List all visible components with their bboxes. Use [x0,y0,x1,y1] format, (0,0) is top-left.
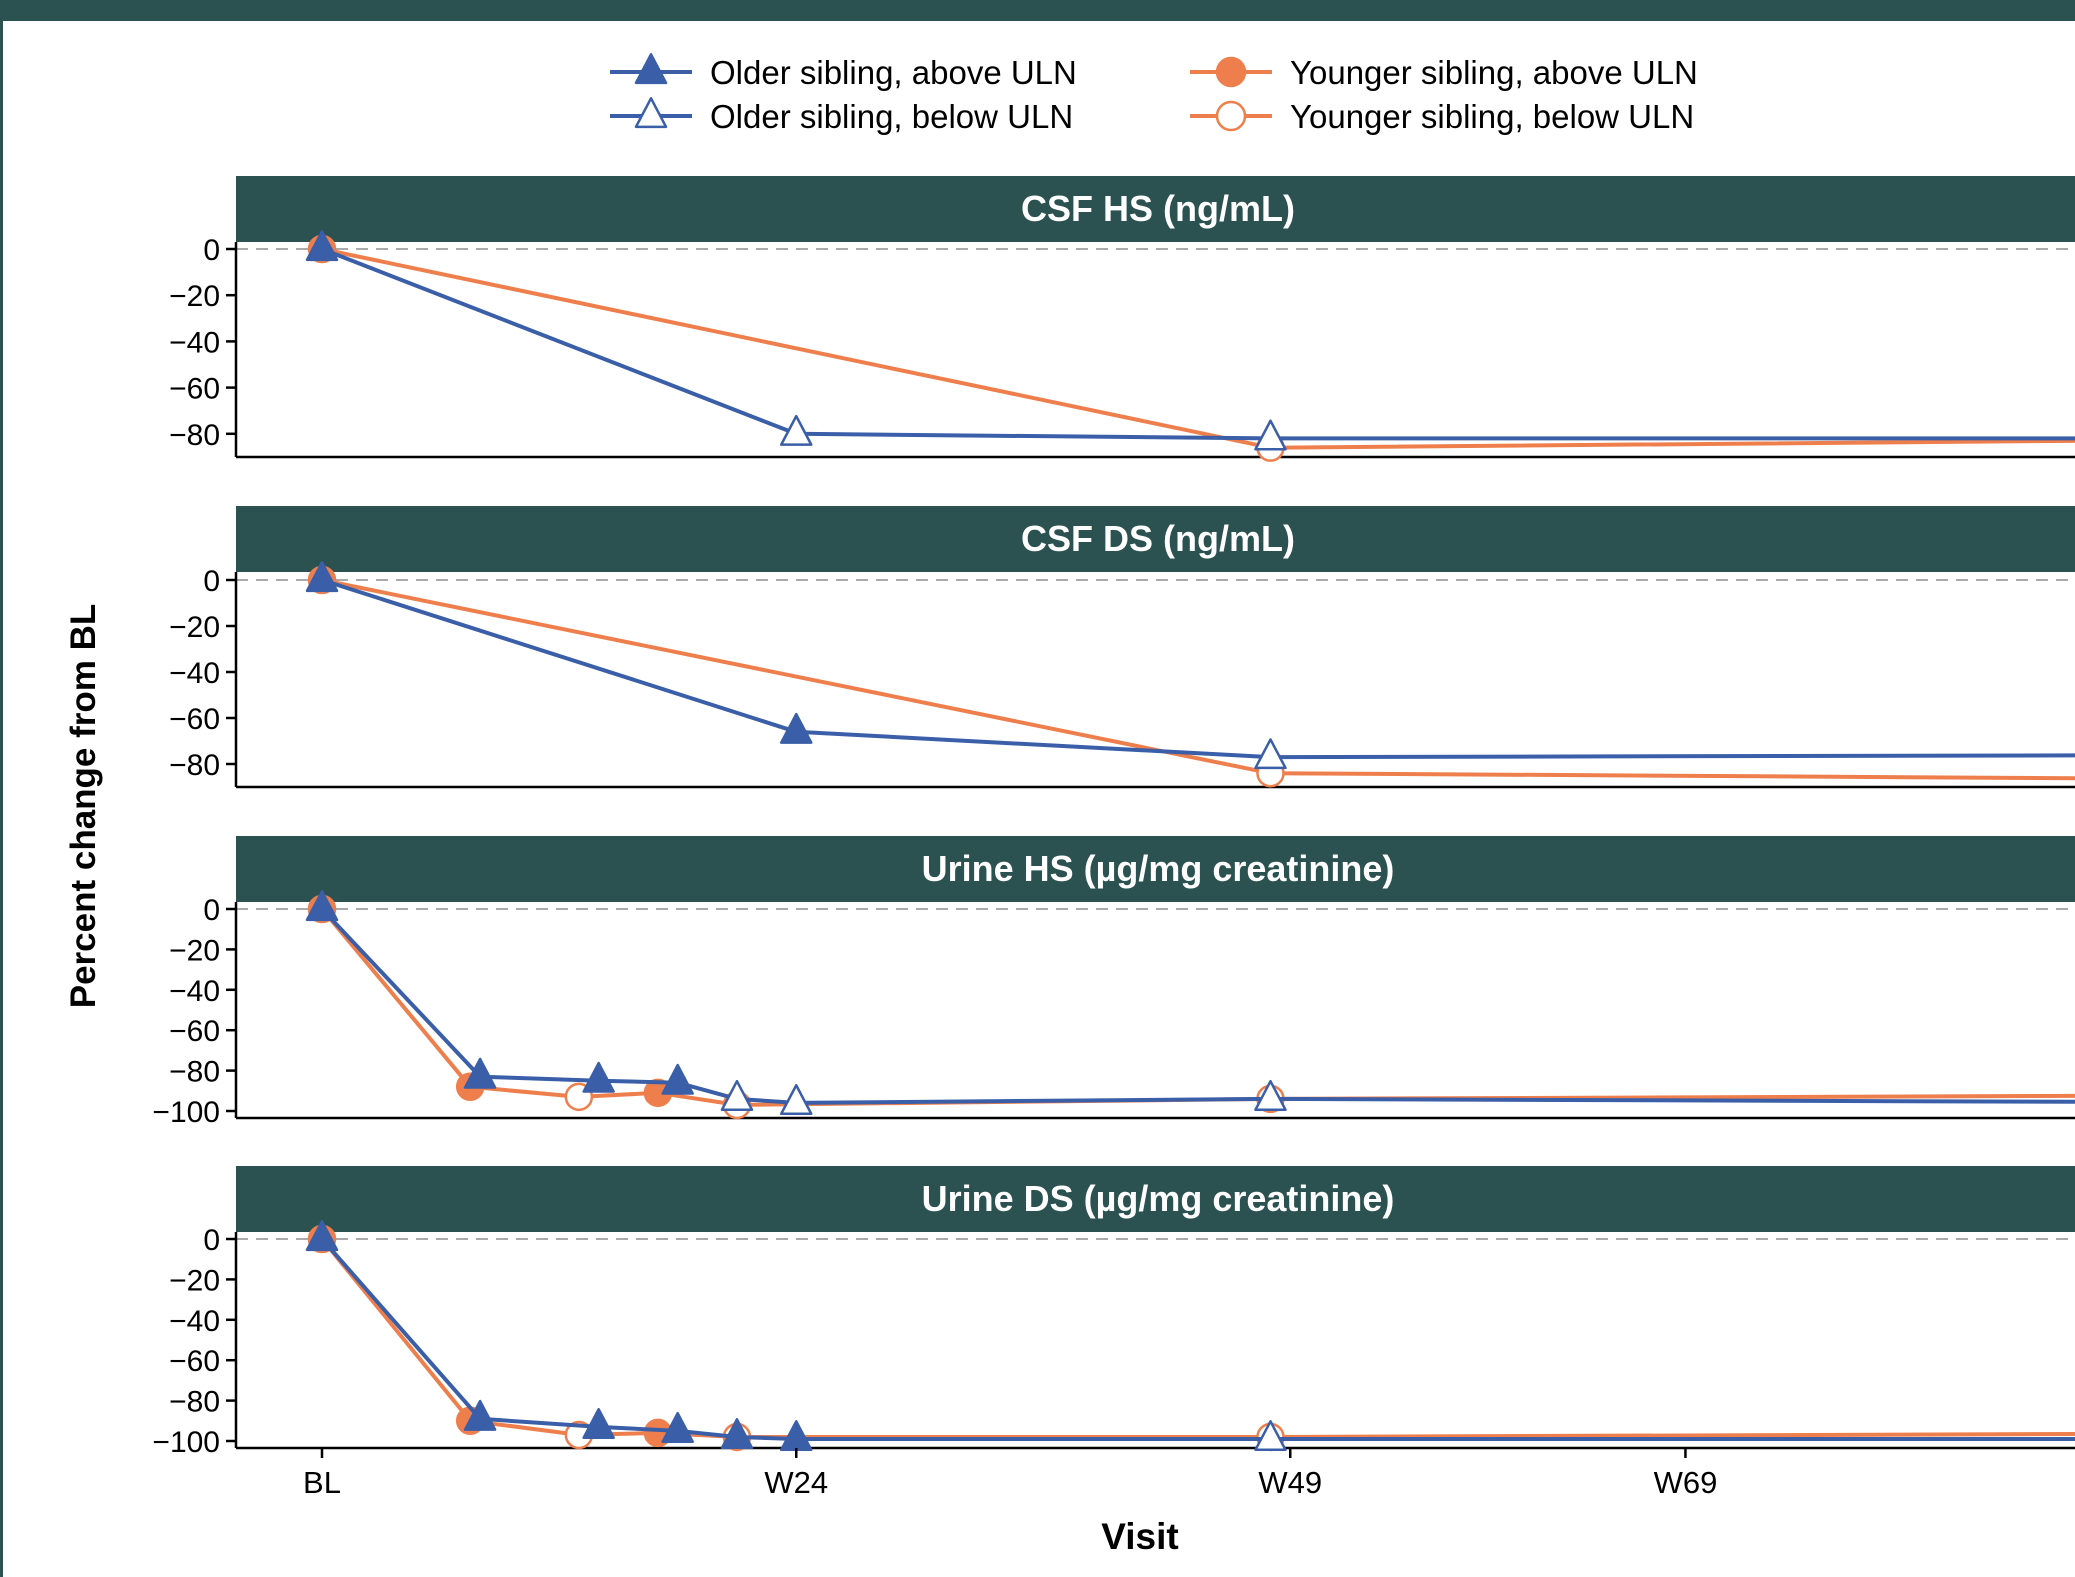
data-point [779,1084,813,1115]
y-tick-label: −80 [169,1386,220,1419]
series-line [321,247,2075,450]
series-line [320,1237,2075,1439]
series-line [321,578,2075,760]
panel-urine-ds-g-mg-creatinine: Urine DS (µg/mg creatinine) 0 −20 −40 −60 −80… [152,1166,2075,1459]
panel-title-banner [236,176,2075,242]
series-line [320,1237,2075,1441]
series-line [320,907,2075,1107]
series-older-sibling [305,230,2075,451]
panel-urine-hs-g-mg-creatinine: Urine HS (µg/mg creatinine) 0 −20 −40 −60 −80… [152,836,2075,1129]
legend-marker [634,53,668,85]
y-tick-label: −100 [152,1096,220,1129]
y-tick-label: −20 [169,611,220,644]
y-axis-label: Percent change from BL [64,604,103,1009]
x-tick-label: W49 [1258,1465,1322,1500]
y-tick-label: −80 [169,419,220,452]
y-tick-label: −20 [169,1264,220,1297]
y-tick-label: 0 [203,894,220,927]
x-tick-label: W69 [1654,1465,1718,1500]
y-tick-label: −60 [169,703,220,736]
x-axis: BLW24W49W69W104 [303,1448,1718,1500]
x-tick-label: W24 [764,1465,828,1500]
data-point [305,890,339,922]
panel-title: CSF HS (ng/mL) [1021,188,1295,229]
y-tick-label: −60 [169,373,220,406]
data-point [305,561,339,593]
series-older-sibling [305,890,2075,1115]
y-tick-label: 0 [203,1224,220,1257]
y-tick-label: 0 [203,565,220,598]
data-point [720,1418,754,1450]
y-tick-label: −60 [169,1345,220,1378]
left-border [0,0,3,1577]
panel-title-banner [236,506,2075,572]
series-younger-sibling [307,894,2075,1120]
legend-item-older-sibling-above-uln: Older sibling, above ULN [610,53,1077,91]
top-banner [0,0,2075,21]
data-point [1254,419,1287,451]
data-point [661,1411,694,1443]
legend-marker [634,97,668,129]
data-point [582,1061,615,1093]
panel-title-banner [236,1166,2075,1232]
legend-marker [1215,100,1247,132]
data-point [1254,738,1287,770]
legend-item-younger-sibling-above-uln: Younger sibling, above ULN [1190,54,1698,91]
y-tick-label: −40 [169,1305,220,1338]
panel-csf-ds-ng-ml: CSF DS (ng/mL) 0 −20 −40 −60 −80 [169,506,2075,789]
legend: Older sibling, above ULN Older sibling, b… [610,53,1698,135]
data-point [779,712,813,744]
data-point [463,1399,497,1431]
x-tick-label: BL [303,1465,341,1500]
y-tick-label: 0 [203,234,220,267]
x-axis-label: Visit [1101,1516,1178,1557]
data-point [463,1057,497,1089]
y-tick-label: −20 [169,280,220,313]
legend-label: Older sibling, above ULN [710,54,1077,91]
series-line [320,907,2075,1105]
legend-label: Younger sibling, above ULN [1290,54,1698,91]
legend-label: Younger sibling, below ULN [1290,98,1694,135]
legend-item-older-sibling-below-uln: Older sibling, below ULN [610,97,1073,135]
panel-title: Urine DS (µg/mg creatinine) [922,1178,1395,1219]
y-tick-label: −80 [169,749,220,782]
data-point [720,1079,754,1111]
y-tick-label: −20 [169,934,220,967]
panel-title-banner [236,836,2075,902]
y-tick-label: −40 [169,657,220,690]
data-point [661,1063,694,1095]
legend-item-younger-sibling-below-uln: Younger sibling, below ULN [1190,98,1694,135]
y-tick-label: −40 [169,326,220,359]
data-point [305,230,339,262]
legend-label: Older sibling, below ULN [710,98,1073,135]
y-tick-label: −40 [169,975,220,1008]
data-point [1254,1079,1287,1111]
panel-csf-hs-ng-ml: CSF HS (ng/mL) 0 −20 −40 −60 −80 [169,176,2075,462]
panel-title: Urine HS (µg/mg creatinine) [922,848,1395,889]
data-point [779,414,813,446]
series-older-sibling [305,561,2075,770]
series-older-sibling [305,1220,2075,1452]
legend-marker [1215,56,1247,88]
series-line [321,247,2075,441]
series-line [321,578,2075,781]
data-point [305,1220,339,1252]
panel-title: CSF DS (ng/mL) [1021,518,1295,559]
data-point [582,1407,615,1439]
data-point [1254,1420,1287,1452]
y-tick-label: −100 [152,1426,220,1459]
series-younger-sibling [307,1224,2075,1452]
series-younger-sibling [307,565,2075,788]
y-tick-label: −80 [169,1056,220,1089]
y-tick-label: −60 [169,1015,220,1048]
